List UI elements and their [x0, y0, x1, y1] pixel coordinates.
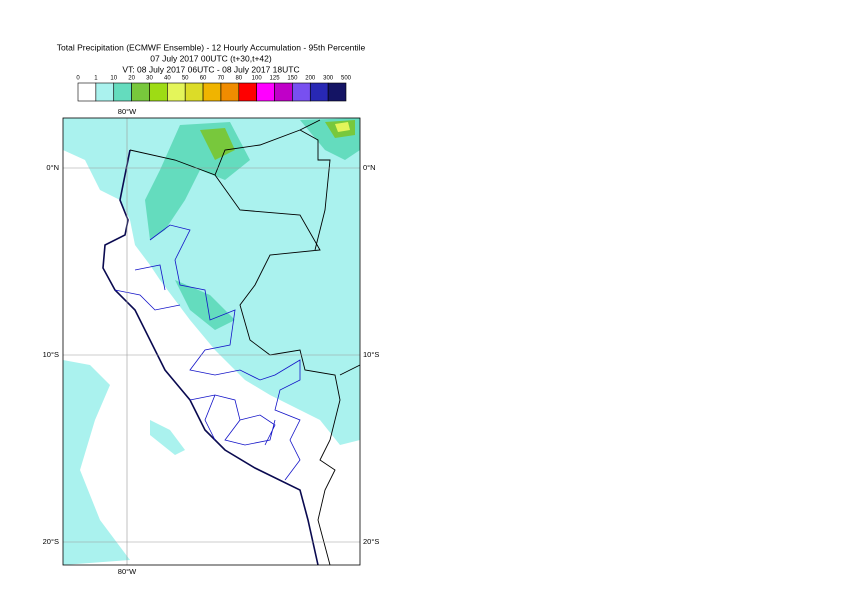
precip-area — [200, 128, 235, 160]
legend-label: 20 — [128, 76, 135, 82]
lat-label: 0°N — [363, 163, 376, 172]
precip-area — [63, 360, 130, 565]
legend-label: 50 — [182, 76, 189, 82]
legend-swatch — [220, 82, 240, 102]
legend-swatch — [167, 82, 186, 102]
legend-label: 150 — [287, 76, 298, 82]
legend-swatch — [238, 82, 257, 102]
title-block: Total Precipitation (ECMWF Ensemble) - 1… — [57, 42, 366, 74]
legend-label: 0 — [76, 76, 80, 82]
precip-area — [150, 420, 185, 455]
base-time: 07 July 2017 00UTC (t+30,t+42) — [150, 53, 272, 63]
legend-swatch — [95, 82, 115, 102]
legend-label: 100 — [252, 76, 263, 82]
legend-label: 60 — [200, 76, 207, 82]
legend-swatch — [131, 82, 150, 102]
graticule — [63, 118, 360, 565]
legend-swatch — [184, 82, 204, 102]
lat-label: 20°S — [363, 537, 379, 546]
legend-label: 70 — [218, 76, 225, 82]
lon-label: 80°W — [118, 107, 137, 116]
legend-label: 125 — [270, 76, 281, 82]
legend-swatch — [327, 82, 347, 102]
valid-time: VT: 08 July 2017 06UTC - 08 July 2017 18… — [122, 64, 299, 74]
legend-swatch — [274, 82, 293, 102]
lat-label: 0°N — [46, 163, 59, 172]
precip-area — [63, 118, 360, 445]
legend-swatch — [256, 82, 275, 102]
legend-label: 10 — [110, 76, 117, 82]
legend-label: 30 — [146, 76, 153, 82]
region-border — [114, 224, 301, 481]
legend-swatch — [149, 82, 168, 102]
legend-label: 1 — [94, 76, 98, 82]
legend-label: 80 — [235, 76, 242, 82]
lat-label: 10°S — [363, 350, 379, 359]
legend-label: 40 — [164, 76, 171, 82]
legend-label: 200 — [305, 76, 316, 82]
lat-label: 10°S — [43, 350, 59, 359]
legend: 0 1 10 20 30 40 50 60 70 80 100 125 150 200 300 500 — [76, 76, 352, 102]
legend-label: 300 — [323, 76, 334, 82]
lon-label: 80°W — [118, 567, 137, 576]
legend-swatch — [113, 82, 132, 102]
title: Total Precipitation (ECMWF Ensemble) - 1… — [57, 42, 366, 52]
legend-swatch — [77, 82, 97, 102]
legend-label: 500 — [341, 76, 352, 82]
map-frame — [62, 117, 361, 566]
precip-area — [335, 122, 350, 132]
map-area — [63, 118, 360, 565]
legend-swatch — [202, 82, 222, 102]
coastline — [102, 149, 319, 565]
legend-swatch — [309, 82, 329, 102]
legend-swatch — [292, 82, 311, 102]
lat-label: 20°S — [43, 537, 59, 546]
precip-area — [175, 280, 235, 330]
